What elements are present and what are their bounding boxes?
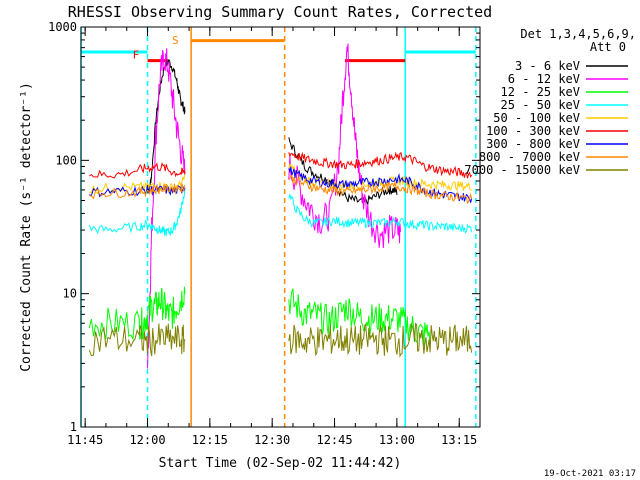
series-line [288, 288, 431, 346]
legend-label: 7000 - 15000 keV [464, 163, 580, 177]
series-line [88, 323, 186, 357]
series-line [147, 59, 186, 194]
series-line [89, 162, 186, 179]
x-tick-label: 11:45 [67, 433, 103, 447]
footer-date: 19-Oct-2021 03:17 [544, 469, 636, 479]
series-line [88, 286, 186, 341]
x-tick-label: 12:00 [129, 433, 165, 447]
legend-label: 50 - 100 keV [493, 111, 580, 125]
legend-label: 6 - 12 keV [508, 72, 580, 86]
y-axis-label: Corrected Count Rate (s⁻¹ detector⁻¹) [19, 82, 34, 372]
series-line [89, 174, 186, 195]
x-tick-label: 13:15 [441, 433, 477, 447]
x-tick-label: 12:45 [316, 433, 352, 447]
x-tick-label: 13:00 [379, 433, 415, 447]
legend-label: 3 - 6 keV [515, 59, 580, 73]
x-axis-label: Start Time (02-Sep-02 11:44:42) [159, 456, 402, 471]
series-line [288, 322, 473, 358]
y-tick-label: 1000 [48, 20, 77, 34]
chart-title: RHESSI Observing Summary Count Rates, Co… [68, 3, 492, 21]
series-line [288, 174, 473, 205]
legend-label: 300 - 800 keV [486, 137, 580, 151]
series-line [288, 137, 398, 205]
x-tick-label: 12:15 [192, 433, 228, 447]
legend-label: 100 - 300 keV [486, 124, 580, 138]
legend-header-detectors: Det 1,3,4,5,6,9, [520, 27, 636, 41]
interval-bars [81, 39, 476, 63]
series-line [288, 151, 473, 179]
series-line [88, 188, 186, 237]
y-tick-label: 1 [70, 420, 77, 434]
series-line [89, 182, 186, 200]
legend-label: 12 - 25 keV [501, 85, 580, 99]
legend-header-attenuator: Att 0 [590, 40, 626, 54]
series-line [288, 192, 473, 234]
series-lines [88, 43, 473, 369]
series-line [147, 48, 186, 369]
x-tick-label: 12:30 [254, 433, 290, 447]
annotation-label: S [172, 34, 179, 47]
annotation-label: F [133, 49, 140, 62]
series-line [288, 43, 401, 249]
x-axis: 11:45 12:00 12:15 12:30 12:45 13:00 13:15 [67, 27, 481, 447]
annotations: FS [133, 34, 179, 62]
y-tick-label: 100 [55, 153, 77, 167]
legend-label: 800 - 7000 keV [479, 150, 580, 164]
legend-label: 25 - 50 keV [501, 98, 580, 112]
plot-frame [80, 26, 481, 428]
y-tick-label: 10 [63, 287, 77, 301]
series-line [89, 183, 186, 198]
